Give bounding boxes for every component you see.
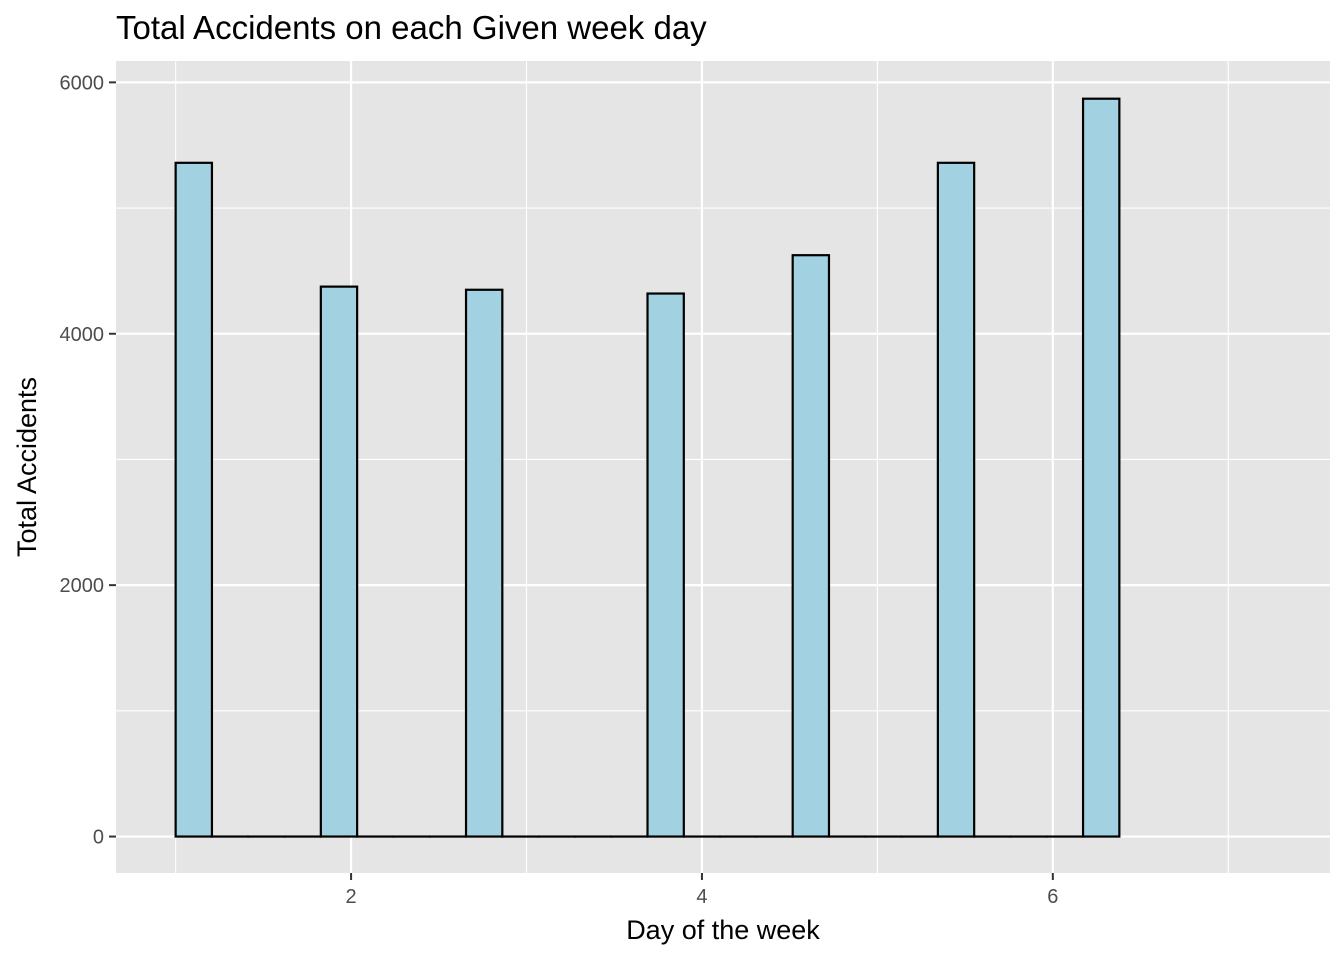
minor-gridlines <box>116 61 1330 873</box>
y-tick-label: 0 <box>93 827 104 849</box>
plot-panel <box>116 61 1330 873</box>
y-axis: 0 2000 4000 6000 <box>60 72 116 849</box>
chart-title: Total Accidents on each Given week day <box>116 9 707 46</box>
x-axis-title: Day of the week <box>626 915 820 945</box>
histogram-bar <box>319 285 359 838</box>
histogram-bars <box>174 97 1121 838</box>
histogram-bar <box>464 288 504 838</box>
histogram-bar <box>1081 97 1121 838</box>
y-tick-label: 2000 <box>60 575 105 597</box>
histogram-bar <box>791 254 831 838</box>
y-tick-label: 6000 <box>60 72 105 94</box>
x-axis: 2 4 6 <box>346 873 1058 908</box>
histogram-bar <box>174 161 214 838</box>
y-axis-title: Total Accidents <box>12 377 42 557</box>
y-tick-label: 4000 <box>60 324 105 346</box>
histogram-bar <box>936 161 976 838</box>
x-tick-label: 4 <box>696 886 707 908</box>
x-tick-label: 6 <box>1047 886 1058 908</box>
histogram-bar <box>646 292 685 838</box>
x-tick-label: 2 <box>346 886 357 908</box>
